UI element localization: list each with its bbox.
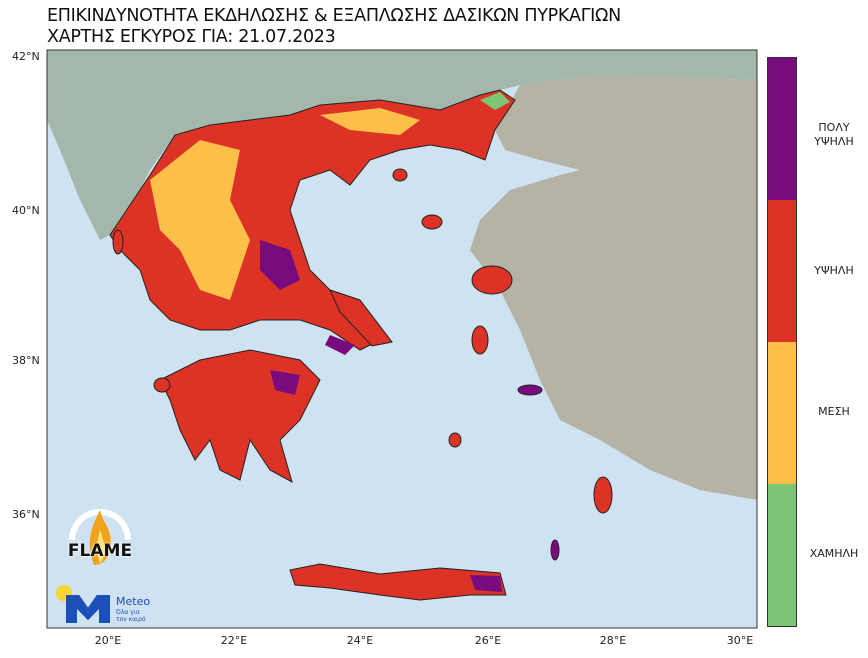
meteo-tagline: Όλα για τον καιρό [116, 609, 146, 623]
lon-tick: 28°E [599, 634, 627, 647]
zone-medium-west [150, 140, 250, 300]
terrain-turkey [470, 75, 757, 500]
legend-swatch-very-high [768, 58, 796, 200]
lon-tick: 22°E [220, 634, 248, 647]
map-title: ΕΠΙΚΙΝΔΥΝΟΤΗΤΑ ΕΚΔΗΛΩΣΗΣ & ΕΞΑΠΛΩΣΗΣ ΔΑΣ… [47, 6, 621, 26]
island-naxos [448, 432, 462, 448]
legend-swatch-medium [768, 342, 796, 484]
flame-logo-text: FLAME [67, 541, 133, 561]
lat-tick: 36°N [12, 508, 40, 521]
map-frame [46, 49, 758, 629]
zone-veryhigh-crete [470, 575, 502, 592]
terrain-balkans [47, 50, 757, 240]
lat-tick: 40°N [12, 204, 40, 217]
lat-tick: 42°N [12, 50, 40, 63]
legend-label-low: ΧΑΜΗΛΗ [809, 547, 859, 560]
island-samos [517, 384, 543, 396]
island-thasos [392, 168, 408, 182]
legend-swatch-high [768, 200, 796, 342]
zone-veryhigh-thessaly [260, 240, 300, 290]
zone-veryhigh-peloponnese [270, 370, 300, 395]
zone-veryhigh-attica [325, 335, 355, 355]
meteo-logo: Meteo Όλα για τον καιρό [52, 585, 162, 625]
legend-label-medium: ΜΕΣΗ [818, 405, 850, 418]
island-rhodes [593, 476, 613, 514]
lon-tick: 30°E [726, 634, 754, 647]
zone-medium-north [320, 108, 420, 135]
meteo-logo-text: Meteo [116, 595, 151, 608]
island-lemnos [421, 214, 443, 230]
legend-label-very-high: ΠΟΛΥ ΥΨΗΛΗ [806, 121, 862, 149]
lon-tick: 24°E [346, 634, 374, 647]
island-karpathos [550, 539, 560, 561]
island-lesvos [471, 265, 513, 295]
lon-tick: 26°E [474, 634, 502, 647]
region-crete [289, 563, 507, 601]
legend-label-line: ΠΟΛΥ [818, 121, 850, 134]
meteo-m-icon [66, 595, 110, 623]
zone-low-north [480, 92, 510, 110]
island-corfu [112, 229, 124, 255]
lat-tick: 38°N [12, 354, 40, 367]
lon-tick: 20°E [94, 634, 122, 647]
island-chios [471, 325, 489, 355]
map-subtitle-date: ΧΑΡΤΗΣ ΕΓΚΥΡΟΣ ΓΙΑ: 21.07.2023 [47, 27, 336, 47]
legend-label-line: ΥΨΗΛΗ [814, 135, 854, 148]
meteo-tagline-line: Όλα για [116, 609, 140, 616]
island-kefalonia [153, 377, 171, 393]
flame-logo: FLAME [60, 495, 140, 580]
meteo-tagline-line: τον καιρό [116, 616, 146, 623]
risk-legend-colorbar [767, 57, 797, 627]
legend-label-high: ΥΨΗΛΗ [814, 264, 854, 277]
legend-swatch-low [768, 484, 796, 626]
region-evia [329, 289, 393, 347]
